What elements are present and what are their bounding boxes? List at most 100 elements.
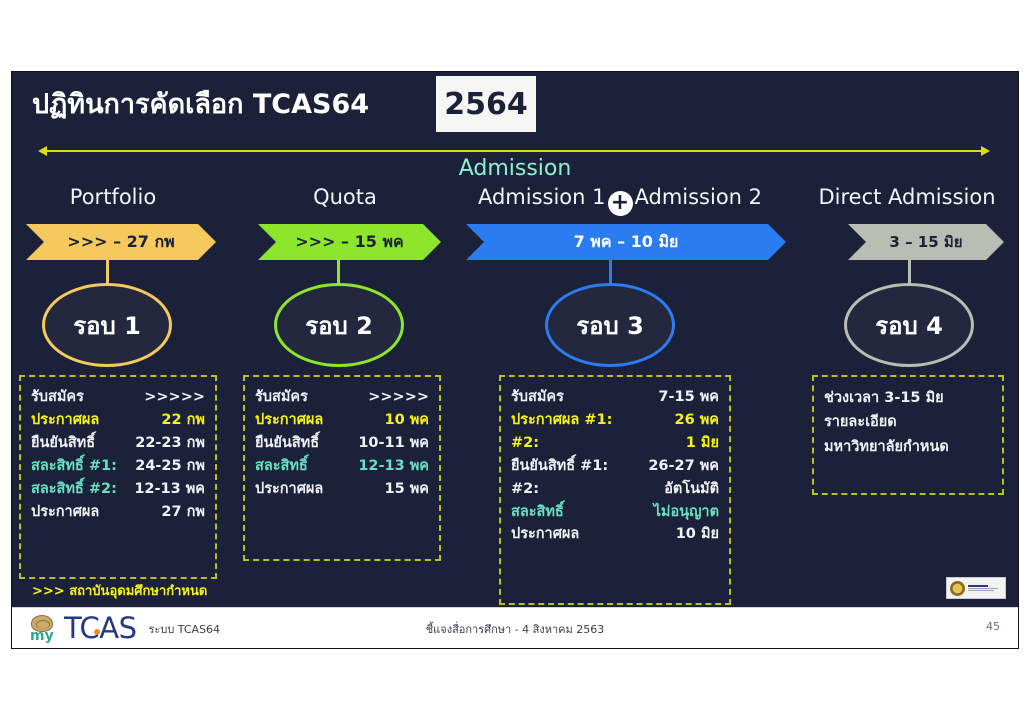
row-value: >>>>> [144,389,205,405]
row-value: 26 พค [674,411,719,428]
row-value: 26-27 พค [648,457,719,474]
detail-row: ยืนยันสิทธิ์ 22-23 กพ [31,432,205,455]
row-label: ประกาศผล [31,411,100,428]
brand-dot-icon [94,629,100,635]
row-label: ประกาศผล [255,411,324,428]
round-circle-2[interactable]: รอบ 2 [274,283,404,367]
row-value: 15 พค [384,480,429,497]
detail-row: รับสมัคร >>>>> [255,386,429,409]
detail-row: ประกาศผล 22 กพ [31,409,205,432]
round-circle-1[interactable]: รอบ 1 [42,283,172,367]
detail-row: ประกาศผล 27 กพ [31,501,205,524]
row-value: 10 มิย [675,526,719,543]
row-label: ประกาศผล [255,480,324,497]
row-label: ประกาศผล [511,526,580,543]
row-value: 12-13 พค [358,457,429,474]
banner-portfolio[interactable]: >>> – 27 กพ [26,224,216,260]
row-value: อัตโนมัติ [664,480,719,497]
banner-admission[interactable]: 7 พค – 10 มิย [466,224,786,260]
row-value: ไม่อนุญาต [653,503,719,520]
banner-quota[interactable]: >>> – 15 พค [258,224,441,260]
timeline-arrow [38,145,990,157]
brand-my-label: my [30,627,54,644]
row-label: ประกาศผล [31,503,100,520]
row-label: ยืนยันสิทธิ์ #1: [511,457,609,474]
row-label: ประกาศผล #1: [511,411,613,428]
row-value: 22 กพ [161,411,205,428]
brand-logo: my TCAS ระบบ TCAS64 [26,611,220,645]
timeline-arrow-left-head [38,146,47,156]
banner-direct-admission[interactable]: 3 – 15 มิย [848,224,1004,260]
stem-portfolio [106,260,109,286]
year-badge: 2564 [436,76,536,132]
detail-row: สละสิทธิ์ 12-13 พค [255,455,429,478]
detail-row: สละสิทธิ์ #1: 24-25 กพ [31,455,205,478]
detail-box-quota: รับสมัคร >>>>> ประกาศผล 10 พค ยืนยันสิทธ… [243,375,441,561]
detail-line: ช่วงเวลา 3-15 มิย [824,390,944,406]
timeline-arrow-right-head [981,146,990,156]
row-label: สละสิทธิ์ #2: [31,480,117,497]
row-value: 10-11 พค [358,434,429,451]
footer-bar: my TCAS ระบบ TCAS64 ชี้แจงสื่อการศึกษา -… [12,607,1018,648]
footer-page-number: 45 [986,620,1000,633]
column-header-quota: Quota [313,185,377,209]
row-label: #2: [511,480,540,497]
stem-admission [609,260,612,286]
admission-span-label: Admission [458,156,572,181]
row-label: ยืนยันสิทธิ์ [31,434,96,451]
row-value: 10 พค [384,411,429,428]
row-value: 1 มิย [685,434,719,451]
slide-canvas: ปฏิทินการคัดเลือก TCAS64 2564 Admission … [12,72,1018,648]
row-value: 27 กพ [161,503,205,520]
row-value: 12-13 พค [134,480,205,497]
detail-row: ประกาศผล #1: 26 พค [511,409,719,432]
row-label: สละสิทธิ์ #1: [31,457,117,474]
row-value: 7-15 พค [658,389,719,405]
timeline-bar [46,150,982,152]
row-label: ยืนยันสิทธิ์ [255,434,320,451]
detail-row: สละสิทธิ์ #2: 12-13 พค [31,478,205,501]
detail-line: รายละเอียด [824,414,897,431]
footnote: >>> สถาบันอุดมศึกษากำหนด [32,584,208,599]
brain-icon: my [26,614,60,644]
column-header-direct-admission: Direct Admission [818,185,996,209]
page-title: ปฏิทินการคัดเลือก TCAS64 [32,89,370,120]
mua-logo-badge [946,577,1006,599]
detail-row: รับสมัคร 7-15 พค [511,386,719,409]
row-value: >>>>> [368,389,429,405]
detail-row: ประกาศผล 10 มิย [511,523,719,546]
round-circle-3[interactable]: รอบ 3 [545,283,675,367]
detail-row: รับสมัคร >>>>> [31,386,205,409]
row-label: สละสิทธิ์ [255,457,308,474]
detail-row: ประกาศผล 15 พค [255,478,429,501]
row-label: #2: [511,434,540,451]
row-label: รับสมัคร [31,389,84,405]
column-header-admission: Admission 1 + Admission 2 [455,185,785,216]
row-value: 24-25 กพ [135,457,205,474]
detail-box-portfolio: รับสมัคร >>>>> ประกาศผล 22 กพ ยืนยันสิทธ… [19,375,217,579]
detail-row: ประกาศผล 10 พค [255,409,429,432]
detail-row: #2: อัตโนมัติ [511,478,719,501]
admission-1-label: Admission 1 [477,185,606,209]
detail-line: มหาวิทยาลัยกำหนด [824,438,949,455]
admission-2-label: Admission 2 [634,185,763,209]
seal-icon [950,580,965,596]
row-value: 22-23 กพ [135,434,205,451]
detail-row: ยืนยันสิทธิ์ #1: 26-27 พค [511,455,719,478]
plus-icon: + [607,190,633,216]
column-header-portfolio: Portfolio [69,185,157,209]
detail-row: สละสิทธิ์ ไม่อนุญาต [511,501,719,524]
detail-box-admission: รับสมัคร 7-15 พค ประกาศผล #1: 26 พค #2: … [499,375,731,605]
stem-direct-admission [908,260,911,286]
mua-wordmark [968,585,998,591]
row-label: รับสมัคร [511,389,564,405]
row-label: รับสมัคร [255,389,308,405]
detail-row: ยืนยันสิทธิ์ 10-11 พค [255,432,429,455]
detail-box-direct-admission: ช่วงเวลา 3-15 มิย รายละเอียด มหาวิทยาลัย… [812,375,1004,495]
brand-tcas-label: TCAS [64,611,137,645]
row-label: สละสิทธิ์ [511,503,564,520]
footer-center-text: ชี้แจงสื่อการศึกษา - 4 สิงหาคม 2563 [425,623,605,636]
round-circle-4[interactable]: รอบ 4 [844,283,974,367]
detail-row: #2: 1 มิย [511,432,719,455]
stem-quota [337,260,340,286]
